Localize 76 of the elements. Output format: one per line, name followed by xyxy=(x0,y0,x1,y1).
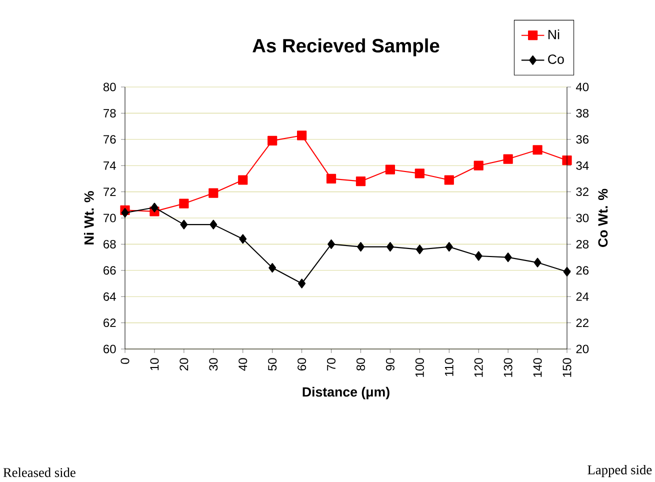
x-tick-label: 60 xyxy=(298,358,306,370)
x-tick-label: 90 xyxy=(386,358,394,370)
point xyxy=(416,244,424,254)
x-tick-label: 50 xyxy=(268,358,277,371)
x-tick-label: 80 xyxy=(356,358,365,371)
point xyxy=(210,220,218,230)
y-tick-label: 62 xyxy=(104,318,116,328)
point xyxy=(298,278,306,288)
point xyxy=(444,175,454,185)
y2-tick-label: 28 xyxy=(576,240,589,248)
point xyxy=(532,145,542,155)
point xyxy=(356,176,366,186)
y2-tick-label: 20 xyxy=(576,344,589,354)
x-tick-label: 150 xyxy=(562,358,572,377)
point xyxy=(504,252,512,262)
y-tick-label: 64 xyxy=(104,292,116,301)
x-tick-label: 110 xyxy=(444,358,454,376)
y2-tick-label: 36 xyxy=(576,135,589,144)
y-axis-title: Ni Wt. % xyxy=(84,191,94,244)
point xyxy=(563,266,571,277)
y-tick-label: 70 xyxy=(104,214,116,222)
point xyxy=(208,188,218,198)
y-tick-label: 60 xyxy=(104,344,116,354)
point xyxy=(474,160,484,170)
point xyxy=(562,156,572,166)
point xyxy=(297,130,307,140)
point xyxy=(180,220,188,230)
point xyxy=(179,198,189,208)
y2-tick-label: 30 xyxy=(576,214,589,222)
x-tick-label: 0 xyxy=(120,358,130,364)
x-axis-title: Distance (μm) xyxy=(302,386,390,400)
y-tick-label: 66 xyxy=(104,266,116,275)
y-tick-label: 76 xyxy=(104,135,116,144)
x-tick-label: 140 xyxy=(533,358,542,377)
y2-tick-label: 24 xyxy=(576,292,589,301)
x-tick-label: 130 xyxy=(504,358,512,377)
point xyxy=(268,262,276,273)
point xyxy=(534,258,542,268)
point xyxy=(238,175,248,185)
y2-axis-title: Co Wt. % xyxy=(598,188,608,247)
y-tick-label: 78 xyxy=(104,108,116,118)
point xyxy=(121,208,129,218)
y2-tick-label: 26 xyxy=(576,266,589,275)
legend-label: Ni xyxy=(548,30,560,40)
point xyxy=(268,136,278,146)
point xyxy=(445,242,453,252)
x-tick-label: 120 xyxy=(474,358,483,377)
chart-title: As Recieved Sample xyxy=(252,38,440,56)
point xyxy=(386,242,394,252)
text: Released side xyxy=(3,468,76,478)
y2-tick-label: 34 xyxy=(576,161,589,170)
y2-tick-label: 40 xyxy=(576,82,589,92)
x-tick-label: 100 xyxy=(415,358,424,377)
x-tick-label: 70 xyxy=(327,358,336,370)
y-tick-label: 80 xyxy=(103,82,116,92)
y2-tick-label: 22 xyxy=(576,318,588,327)
legend-label: Co xyxy=(548,54,564,64)
point xyxy=(328,239,336,249)
x-tick-label: 20 xyxy=(180,358,188,370)
point xyxy=(503,154,513,164)
x-tick-label: 30 xyxy=(209,358,218,371)
point xyxy=(357,242,364,252)
y2-tick-label: 38 xyxy=(576,108,589,118)
y-tick-label: 68 xyxy=(104,240,116,248)
y2-tick-label: 32 xyxy=(576,188,588,196)
x-tick-label: 10 xyxy=(150,358,159,370)
point xyxy=(326,174,336,184)
y-tick-label: 74 xyxy=(104,161,116,170)
x-tick-label: 40 xyxy=(238,358,248,371)
point xyxy=(414,168,424,178)
y-tick-label: 72 xyxy=(104,188,116,196)
point xyxy=(150,202,158,212)
point xyxy=(385,164,396,174)
text: Lapped side xyxy=(588,464,652,478)
point xyxy=(239,234,247,244)
point xyxy=(474,251,482,261)
